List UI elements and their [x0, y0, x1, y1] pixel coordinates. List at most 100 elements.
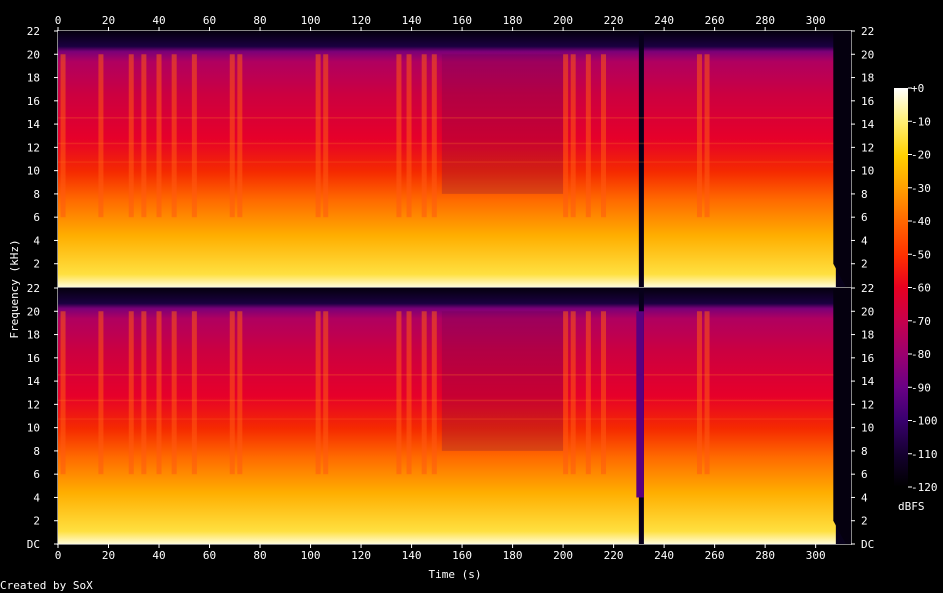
y-tick-label: 4 — [33, 234, 40, 247]
y-tick-label: 20 — [861, 305, 874, 318]
y-tick-label: 4 — [861, 234, 868, 247]
x-tick-label-top: 80 — [253, 14, 266, 27]
y-tick-label: 2 — [861, 258, 868, 271]
y-tick-label: 14 — [27, 375, 41, 388]
y-tick-label: 6 — [33, 468, 40, 481]
y-tick-label: 6 — [861, 211, 868, 224]
burst-band — [60, 311, 66, 475]
burst-band — [128, 311, 134, 475]
y-tick-label: 16 — [861, 352, 874, 365]
x-tick-label-bottom: 20 — [102, 549, 115, 562]
x-tick-label-bottom: 220 — [604, 549, 624, 562]
colorbar-tick-label: -50 — [911, 248, 931, 261]
credit-text: Created by SoX — [0, 579, 93, 592]
colorbar-tick-label: -80 — [911, 348, 931, 361]
x-tick-label-bottom: 0 — [55, 549, 62, 562]
x-tick-label-bottom: 60 — [203, 549, 216, 562]
x-tick-label-top: 100 — [301, 14, 321, 27]
x-tick-label-top: 280 — [755, 14, 775, 27]
colorbar-tick-label: -100 — [911, 415, 938, 428]
colorbar: +0 -10 -20 -30 -40 -50 -60 -70 -80 -90 -100 -110 -12… — [894, 82, 938, 513]
colorbar-tick-label: -10 — [911, 115, 931, 128]
burst-band — [315, 54, 321, 218]
y-tick-label: 2 — [33, 258, 40, 271]
burst-band — [323, 54, 329, 218]
channel-panels — [57, 30, 852, 545]
y-tick-label: 18 — [861, 72, 874, 85]
x-tick-label-top: 60 — [203, 14, 216, 27]
y-tick-label: 10 — [27, 422, 40, 435]
x-tick-label-bottom: 200 — [553, 549, 573, 562]
x-tick-label-bottom: 120 — [351, 549, 371, 562]
harmonic-streak — [58, 418, 836, 420]
harmonic-streak — [58, 374, 836, 376]
colorbar-ticks: +0 -10 -20 -30 -40 -50 -60 -70 -80 -90 -100 -110 -12… — [908, 82, 938, 494]
burst-band — [431, 311, 437, 475]
burst-band — [406, 311, 412, 475]
burst-band — [171, 54, 177, 218]
x-tick-label-top: 140 — [402, 14, 422, 27]
x-tick-label-bottom: 300 — [806, 549, 826, 562]
x-tick-label-bottom: 100 — [301, 549, 321, 562]
x-tick-label-bottom: 140 — [402, 549, 422, 562]
y-tick-label: 22 — [861, 282, 874, 295]
x-tick-label-top: 0 — [55, 14, 62, 27]
y-tick-label: 22 — [861, 25, 874, 38]
y-tick-label: 16 — [27, 95, 40, 108]
y-tick-label: 10 — [861, 165, 874, 178]
y-tick-label: 10 — [861, 422, 874, 435]
y-tick-label: DC — [27, 538, 40, 551]
y-tick-label: 12 — [27, 398, 40, 411]
channel-2-panel — [57, 287, 852, 545]
channel-1-panel — [57, 30, 852, 288]
y-tick-label: 14 — [861, 118, 875, 131]
y-tick-label: 10 — [27, 165, 40, 178]
burst-band — [229, 311, 235, 475]
colorbar-tick-label: -60 — [911, 282, 931, 295]
burst-band — [601, 311, 607, 475]
burst-band — [191, 311, 197, 475]
y-tick-label: 8 — [861, 188, 868, 201]
burst-band — [585, 311, 591, 475]
colorbar-gradient — [894, 88, 908, 487]
burst-band — [421, 54, 427, 218]
y-tick-label: 8 — [33, 445, 40, 458]
colorbar-tick-label: -70 — [911, 315, 931, 328]
y-tick-label: 12 — [27, 141, 40, 154]
y-tick-label: 18 — [861, 329, 874, 342]
x-tick-label-bottom: 160 — [452, 549, 472, 562]
y-tick-label: 6 — [33, 211, 40, 224]
y-tick-label: 8 — [33, 188, 40, 201]
colorbar-tick-label: -20 — [911, 149, 931, 162]
burst-band — [323, 311, 329, 475]
colorbar-tick-label: -120 — [911, 481, 938, 494]
burst-band — [396, 311, 402, 475]
spectrogram-segment — [58, 31, 639, 287]
burst-band — [421, 311, 427, 475]
burst-band — [696, 311, 702, 475]
y-tick-label: 4 — [861, 491, 868, 504]
burst-band — [98, 311, 104, 475]
x-tick-label-bottom: 80 — [253, 549, 266, 562]
y-tick-label: 12 — [861, 398, 874, 411]
spectrogram-segment — [643, 288, 836, 544]
burst-band — [704, 54, 710, 218]
colorbar-tick-label: -90 — [911, 381, 931, 394]
burst-band — [704, 311, 710, 475]
y-tick-label: 14 — [861, 375, 875, 388]
x-tick-label-top: 180 — [503, 14, 523, 27]
y-tick-label: DC — [861, 538, 874, 551]
harmonic-streak — [58, 161, 836, 163]
burst-band — [156, 311, 162, 475]
x-tick-label-bottom: 40 — [152, 549, 165, 562]
burst-band — [237, 54, 243, 218]
harmonic-streak — [58, 142, 836, 145]
x-tick-label-top: 260 — [705, 14, 725, 27]
y-tick-label: 16 — [861, 95, 874, 108]
y-tick-label: 20 — [27, 305, 40, 318]
x-tick-label-top: 300 — [806, 14, 826, 27]
panel-frame — [57, 287, 852, 545]
x-tick-label-top: 20 — [102, 14, 115, 27]
